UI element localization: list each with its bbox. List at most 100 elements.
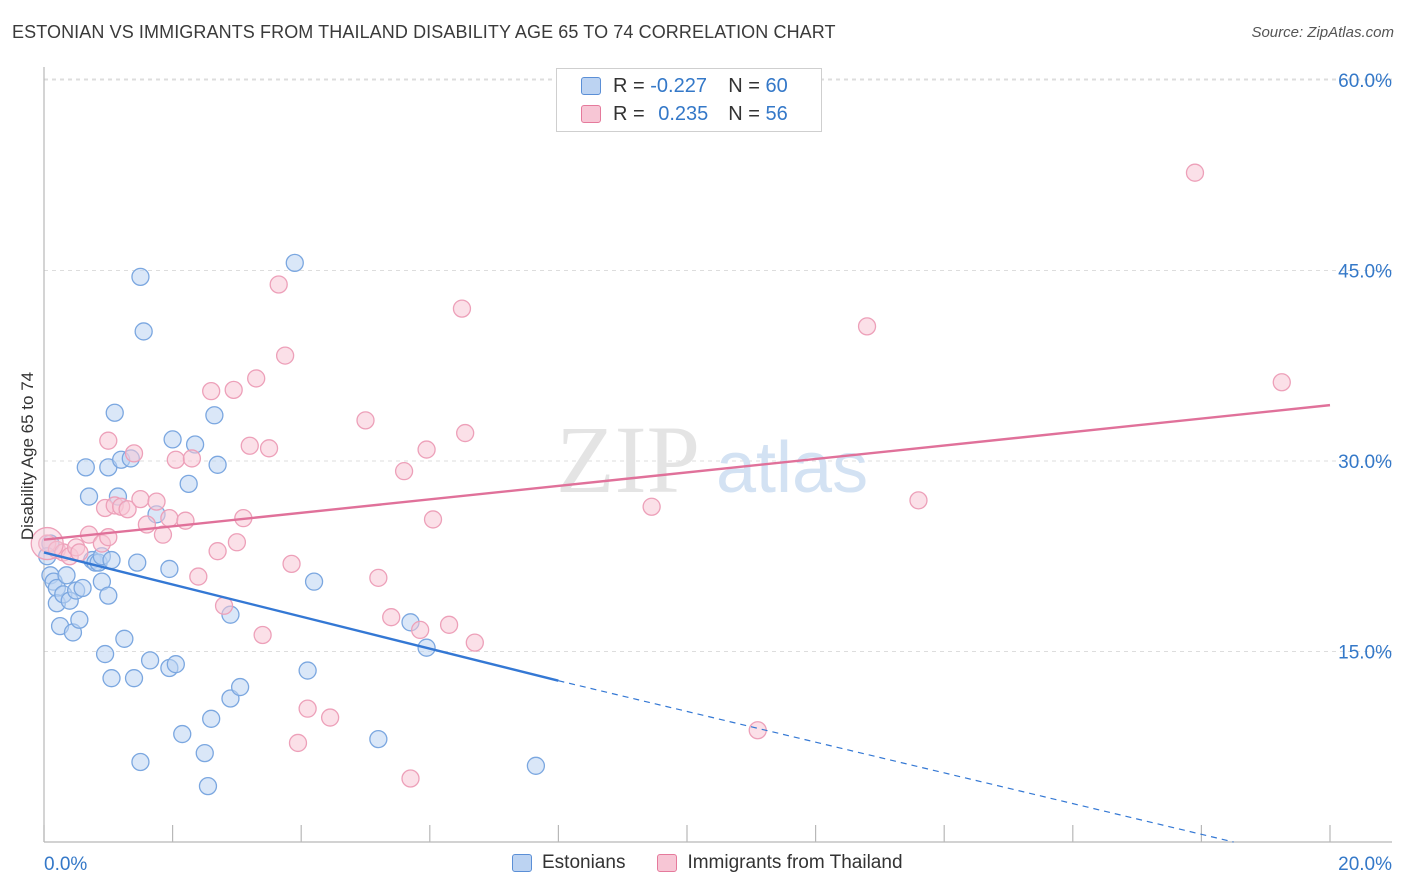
series-legend: Estonians Immigrants from Thailand	[512, 852, 935, 874]
y-tick-label: 45.0%	[1338, 262, 1392, 283]
trend-line-estonians-extension	[558, 680, 1234, 843]
data-point-thailand	[208, 542, 227, 561]
data-point-thailand	[456, 423, 475, 443]
data-point-estonians	[105, 403, 124, 422]
data-point-thailand	[356, 411, 375, 430]
data-point-thailand	[247, 369, 266, 388]
data-point-estonians	[298, 661, 317, 680]
legend-item-estonians[interactable]: Estonians	[512, 852, 625, 874]
data-point-thailand	[1185, 163, 1205, 182]
data-point-estonians	[195, 743, 214, 763]
legend-swatch-thailand	[657, 854, 678, 872]
data-point-estonians	[76, 458, 95, 477]
data-point-estonians	[230, 677, 250, 697]
data-point-thailand	[401, 769, 420, 788]
tick-labels: 15.0% 30.0% 45.0% 60.0% 0.0% 20.0%	[44, 71, 1392, 875]
data-point-estonians	[166, 655, 185, 674]
legend-n-value: 56	[765, 102, 788, 125]
trend-line-thailand	[43, 403, 1331, 541]
data-point-thailand-large	[30, 526, 64, 561]
data-point-thailand	[70, 543, 89, 562]
data-point-thailand	[259, 439, 279, 458]
data-point-thailand	[189, 567, 208, 586]
x-tick-label: 0.0%	[44, 854, 87, 875]
data-point-thailand	[423, 510, 443, 529]
data-point-estonians	[128, 553, 147, 572]
legend-row-thailand: R = 0.235 N = 56	[581, 101, 788, 127]
data-point-estonians	[131, 752, 150, 772]
data-point-thailand	[131, 489, 150, 509]
data-point-estonians	[179, 474, 198, 494]
data-point-thailand	[99, 431, 118, 450]
data-point-estonians	[134, 322, 153, 341]
data-point-thailand	[147, 492, 166, 511]
data-point-estonians	[115, 629, 134, 648]
data-point-estonians	[131, 267, 150, 287]
data-point-thailand	[417, 440, 436, 459]
data-point-thailand	[224, 380, 243, 400]
data-point-estonians	[208, 455, 227, 474]
data-point-estonians	[202, 709, 221, 728]
data-point-estonians	[369, 729, 388, 749]
watermark-atlas: atlas	[716, 428, 868, 508]
data-point-thailand	[857, 317, 877, 336]
legend-swatch-estonians	[581, 77, 601, 95]
legend-swatch-estonians	[512, 854, 532, 872]
data-point-thailand	[124, 444, 144, 463]
data-point-estonians	[124, 669, 144, 688]
data-point-thailand	[411, 620, 430, 640]
data-point-estonians	[140, 651, 160, 670]
correlation-legend: R = -0.227 N = 60 R = 0.235 N = 56	[556, 68, 822, 132]
data-point-estonians	[304, 572, 324, 591]
trend-line-estonians	[43, 551, 559, 682]
data-point-thailand	[1272, 373, 1291, 392]
data-point-thailand	[166, 450, 185, 469]
data-point-estonians	[526, 756, 546, 775]
data-point-thailand	[118, 500, 137, 519]
legend-item-thailand[interactable]: Immigrants from Thailand	[657, 852, 903, 874]
data-point-estonians	[73, 578, 92, 598]
data-point-estonians	[102, 669, 121, 688]
y-axis-label: Disability Age 65 to 74	[18, 371, 37, 541]
data-point-estonians	[205, 406, 224, 425]
data-point-thailand	[465, 633, 484, 652]
data-point-estonians	[160, 559, 179, 579]
data-point-estonians	[173, 724, 192, 744]
legend-r-value: 0.235	[658, 102, 709, 125]
data-point-thailand	[439, 615, 459, 634]
data-point-estonians	[163, 430, 182, 449]
data-point-estonians	[198, 776, 218, 796]
data-point-estonians	[95, 644, 115, 664]
legend-n-label: N =	[728, 102, 766, 125]
data-point-thailand	[275, 346, 295, 365]
data-point-estonians	[285, 253, 304, 273]
y-tick-label: 15.0%	[1338, 643, 1392, 664]
axes	[43, 67, 1392, 843]
legend-r-label: R =	[613, 74, 651, 97]
legend-n-label: N =	[728, 74, 766, 97]
watermark-zip: ZIP	[556, 406, 700, 513]
legend-label-estonians: Estonians	[542, 852, 626, 873]
data-point-thailand	[452, 299, 472, 318]
trend-lines	[43, 403, 1331, 843]
data-point-thailand	[202, 381, 221, 401]
x-tick-label: 20.0%	[1338, 854, 1392, 875]
data-point-thailand	[282, 554, 301, 574]
data-point-estonians	[102, 550, 121, 570]
chart-title: ESTONIAN VS IMMIGRANTS FROM THAILAND DIS…	[12, 22, 836, 42]
data-point-thailand	[909, 491, 928, 510]
legend-label-thailand: Immigrants from Thailand	[687, 852, 903, 873]
data-points	[30, 163, 1291, 796]
legend-r-label: R =	[613, 102, 651, 125]
data-point-thailand	[269, 275, 288, 294]
data-point-thailand	[240, 436, 259, 455]
legend-row-estonians: R = -0.227 N = 60	[581, 73, 788, 99]
legend-n-value: 60	[765, 74, 788, 97]
data-point-thailand	[160, 509, 179, 528]
data-point-thailand	[394, 462, 414, 481]
data-point-estonians	[79, 487, 99, 506]
data-point-estonians	[57, 566, 76, 585]
data-point-thailand	[320, 708, 340, 727]
data-point-thailand	[369, 568, 388, 587]
